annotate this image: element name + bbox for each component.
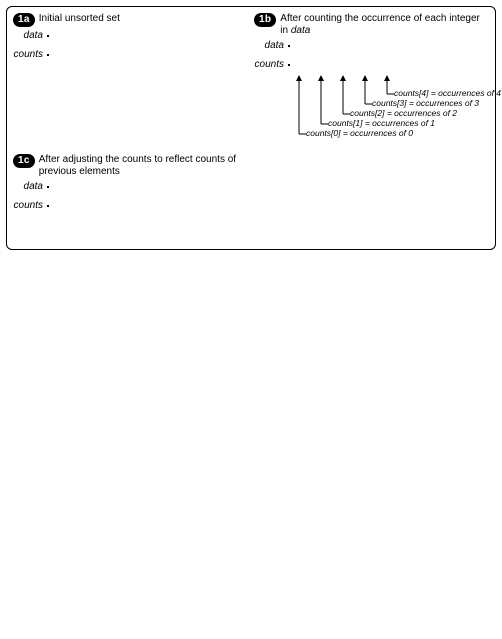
annot-text: counts[1] = occurrences of 1 (328, 118, 435, 128)
row-label: data (254, 40, 284, 51)
step-bubble: 1c (13, 154, 35, 168)
row-label: data (13, 181, 43, 192)
spacer (254, 154, 489, 211)
counts-annotation: counts[4] = occurrences of 4 counts[3] =… (254, 74, 489, 144)
row-label: counts (13, 49, 43, 60)
step-bubble: 1a (13, 13, 35, 27)
panel-grid: 1a Initial unsorted set data counts 1b A… (13, 13, 489, 241)
step-bubble: 1b (254, 13, 276, 27)
panel-1b: 1b After counting the occurrence of each… (254, 13, 489, 144)
data-cells (288, 45, 290, 47)
counts-cells (288, 64, 290, 66)
panel-1a: 1a Initial unsorted set data counts (13, 13, 248, 144)
row-label: counts (13, 200, 43, 211)
counts-cells (47, 54, 49, 56)
panel-1c: 1c After adjusting the counts to reflect… (13, 154, 248, 211)
panel-title: Initial unsorted set (39, 13, 120, 25)
panel-title: After adjusting the counts to reflect co… (39, 154, 248, 178)
row-label: counts (254, 59, 284, 70)
annot-text: counts[2] = occurrences of 2 (350, 108, 457, 118)
panel-title: After counting the occurrence of each in… (280, 13, 489, 37)
annot-text: counts[0] = occurrences of 0 (306, 128, 413, 138)
data-cells (47, 186, 49, 188)
annot-text: counts[3] = occurrences of 3 (372, 98, 479, 108)
counts-cells (47, 205, 49, 207)
data-cells (47, 35, 49, 37)
figure-frame: 1a Initial unsorted set data counts 1b A… (6, 6, 496, 250)
annot-text: counts[4] = occurrences of 4 (394, 88, 501, 98)
row-label: data (13, 30, 43, 41)
